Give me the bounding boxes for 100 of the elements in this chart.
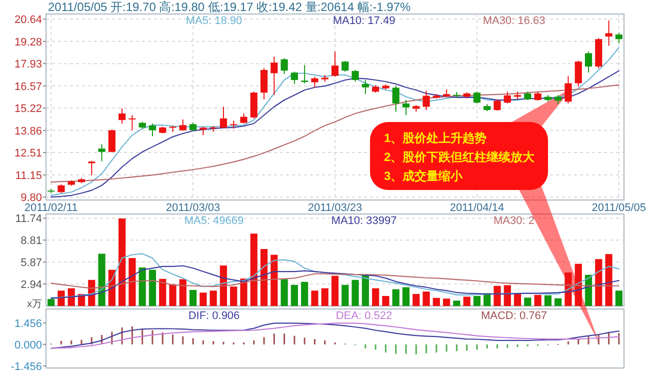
bar bbox=[179, 279, 186, 306]
y-tick-label: 8.81 bbox=[20, 235, 42, 248]
text: MA5: 18.90 bbox=[186, 15, 242, 27]
candlestick bbox=[352, 69, 359, 82]
bar bbox=[514, 294, 522, 306]
candlestick bbox=[280, 58, 288, 74]
line-series bbox=[50, 265, 620, 299]
bar bbox=[382, 296, 390, 306]
y-tick-label: 13.86 bbox=[14, 125, 42, 138]
bar bbox=[463, 296, 470, 306]
candlestick bbox=[240, 112, 248, 124]
candlestick bbox=[148, 123, 156, 137]
candlestick bbox=[260, 68, 268, 100]
bar bbox=[595, 259, 602, 306]
y-tick-label: 15.22 bbox=[14, 103, 42, 116]
x-tick-label: 2011/03/23 bbox=[308, 202, 362, 214]
line-series bbox=[50, 47, 620, 196]
bar bbox=[148, 270, 156, 306]
bar bbox=[138, 267, 146, 306]
y-tick-label: 19.28 bbox=[14, 36, 42, 48]
y-tick-label: 9.80 bbox=[20, 192, 42, 204]
line-series bbox=[50, 273, 620, 289]
bar bbox=[331, 276, 339, 306]
bar bbox=[118, 218, 126, 306]
bar bbox=[504, 285, 511, 306]
candlestick bbox=[422, 90, 430, 111]
bar bbox=[280, 279, 288, 306]
candlestick bbox=[270, 56, 278, 96]
bar bbox=[128, 258, 136, 306]
candlestick bbox=[473, 91, 481, 104]
text: MA5: 49669 bbox=[184, 215, 244, 227]
candlestick bbox=[554, 94, 562, 105]
bar bbox=[402, 287, 410, 306]
bar bbox=[412, 294, 420, 306]
bar bbox=[301, 282, 308, 306]
series-label: DIF: 0.906 bbox=[188, 310, 240, 322]
bar bbox=[473, 296, 481, 306]
bar bbox=[321, 288, 328, 306]
candlestick bbox=[494, 98, 501, 112]
annotation: 3、成交量缩小 bbox=[384, 169, 464, 183]
bar bbox=[362, 274, 369, 306]
bar bbox=[615, 290, 622, 306]
line-series bbox=[50, 322, 620, 349]
text: MACD: 0.767 bbox=[480, 310, 548, 322]
bar bbox=[554, 298, 562, 306]
y-axis-title: x万 bbox=[27, 299, 42, 310]
candlestick bbox=[311, 76, 318, 88]
bar bbox=[169, 284, 176, 306]
line-series bbox=[50, 70, 620, 198]
bar bbox=[392, 289, 400, 306]
y-tick-label: -1.456 bbox=[10, 360, 42, 373]
candlestick bbox=[301, 64, 308, 84]
candlestick bbox=[118, 108, 126, 124]
series-label: DEA: 0.522 bbox=[336, 310, 392, 322]
bar bbox=[342, 284, 349, 306]
y-tick-label: 17.93 bbox=[14, 58, 42, 71]
bar bbox=[311, 290, 318, 306]
y-tick-label: 12.51 bbox=[14, 148, 42, 160]
line-series bbox=[50, 253, 620, 298]
candlestick bbox=[534, 91, 542, 102]
candlestick bbox=[402, 100, 410, 116]
x-tick-label: 2011/04/14 bbox=[450, 202, 504, 214]
y-tick-label: 0.000 bbox=[14, 339, 42, 352]
bar bbox=[260, 249, 268, 306]
candlestick bbox=[179, 118, 186, 132]
bar bbox=[534, 294, 542, 306]
bar bbox=[270, 254, 278, 306]
x-tick-label: 2011/03/03 bbox=[166, 202, 220, 214]
bar bbox=[372, 288, 380, 306]
bar bbox=[453, 300, 460, 306]
bar bbox=[200, 292, 207, 306]
text: MA30: 2 bbox=[494, 215, 534, 227]
candlestick bbox=[574, 60, 582, 88]
bar bbox=[442, 298, 450, 306]
candlestick bbox=[290, 71, 298, 84]
bar bbox=[210, 290, 217, 306]
candlestick bbox=[564, 76, 572, 104]
bar bbox=[352, 280, 359, 306]
y-tick-label: 11.74 bbox=[15, 213, 42, 226]
text: MA10: 17.49 bbox=[332, 15, 396, 27]
annotation: 1、股价处上升趋势 bbox=[384, 131, 487, 145]
text: MA30: 16.63 bbox=[482, 15, 546, 27]
candlestick bbox=[392, 86, 400, 112]
y-tick-label: 5.87 bbox=[20, 257, 42, 270]
bar bbox=[220, 265, 228, 306]
y-tick-label: 1.456 bbox=[14, 318, 42, 330]
text: MA10: 33997 bbox=[331, 215, 397, 227]
chart-title: 2011/05/05 开:19.70 高:19.80 低:19.17 收:19.42 量:20614 幅:-1.97% bbox=[48, 0, 412, 14]
x-tick-label: 2011/05/05 bbox=[592, 202, 646, 214]
bar bbox=[605, 254, 612, 306]
bar bbox=[544, 295, 552, 306]
y-tick-label: 20.64 bbox=[14, 14, 42, 26]
bar bbox=[189, 290, 197, 306]
bar bbox=[98, 254, 106, 306]
candlestick bbox=[98, 144, 106, 162]
bar bbox=[524, 298, 532, 306]
bar bbox=[159, 278, 166, 306]
candlestick bbox=[342, 60, 349, 72]
candlestick bbox=[615, 32, 622, 44]
bar bbox=[230, 286, 238, 306]
